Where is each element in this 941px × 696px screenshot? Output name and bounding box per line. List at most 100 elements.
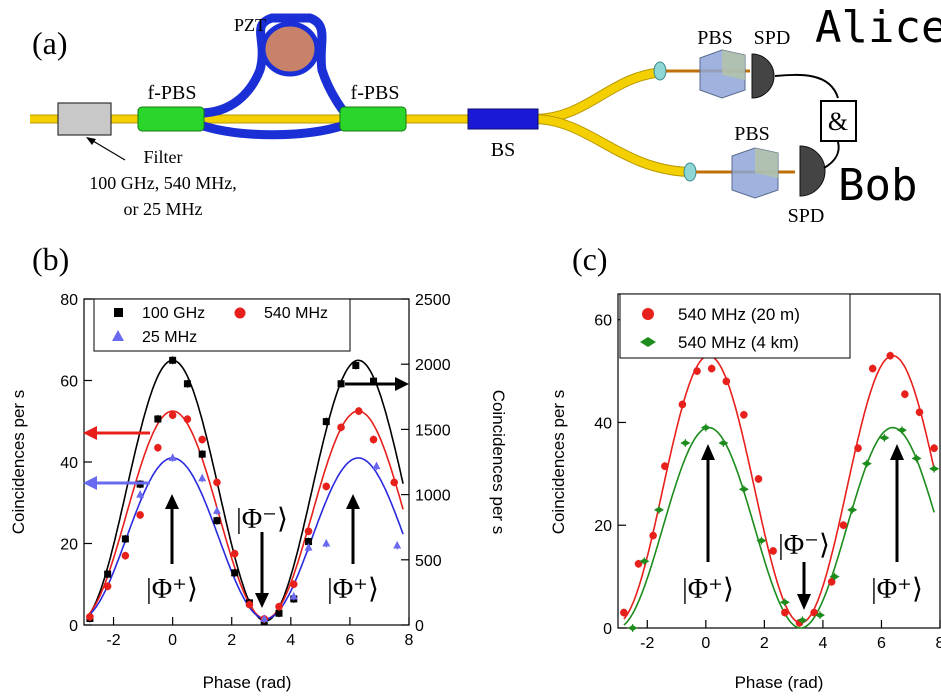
data-point-540-mhz-4-km- [847,506,858,513]
data-point-25-mhz [198,473,207,482]
data-point-100-ghz [337,380,345,388]
label-phi-minus-b: |Φ⁻⟩ [236,504,288,535]
x-tick-label: 0 [168,632,177,649]
data-point-540-mhz [183,415,192,424]
y-tick-label: 60 [594,313,612,330]
data-point-25-mhz [212,506,221,514]
fpbs-right [339,106,407,132]
chart-c-fit-curves [623,354,935,629]
data-point-100-ghz [198,450,206,458]
legend-label-540mhz: 540 MHz [264,305,328,322]
schematic-panel: (a) Filter 100 GHz, 540 MHz, or 25 MHz P… [30,2,941,227]
bob-lens-icon [683,162,697,182]
data-point-540-mhz-20-m- [769,547,777,555]
y-right-tick-label: 1500 [415,422,451,439]
y-tick-label: 20 [594,518,612,535]
data-point-540-mhz-4-km- [814,612,825,619]
legend-label-25mhz: 25 MHz [142,329,197,346]
data-point-540-mhz [154,443,162,452]
label-phi-plus-right-b: |Φ⁺⟩ [327,574,379,605]
interferometer-upper-arm [199,13,349,118]
alice-spd-detector-icon [751,53,775,99]
data-point-100-ghz [370,377,378,385]
data-point-540-mhz [289,580,298,589]
data-point-540-mhz [213,478,221,487]
data-point-25-mhz [168,453,177,461]
legend-marker-4km [640,337,656,347]
data-point-540-mhz-20-m- [839,521,848,530]
chart-c-data-points [620,351,940,632]
x-tick-label: 4 [286,632,295,649]
filter-label-line2: 100 GHz, 540 MHz, [89,173,236,193]
y-tick-label: 0 [603,621,612,638]
data-point-540-mhz-4-km- [653,506,664,513]
chart-b-data-points [86,356,402,626]
fit-curve-540-mhz-20-m- [623,354,935,624]
y-right-tick-label: 0 [415,618,424,635]
x-tick-label: 8 [936,635,941,652]
bs-label: BS [491,139,515,161]
data-point-25-mhz [322,539,331,547]
data-point-540-mhz [168,411,177,419]
data-point-540-mhz-4-km- [718,440,729,447]
data-point-540-mhz-4-km- [911,455,922,462]
y-tick-label: 60 [60,374,78,391]
data-point-100-ghz [322,418,330,426]
chart-c-ylabel: Coincidences per s [549,390,568,535]
data-point-540-mhz-4-km- [700,424,711,431]
data-point-540-mhz-20-m- [827,577,836,586]
data-point-540-mhz [354,407,363,415]
interferometer-lower-arm [198,120,347,140]
alice-pbs-label: PBS [697,27,733,49]
label-phi-plus-right-c: |Φ⁺⟩ [871,574,923,605]
data-point-540-mhz [304,527,313,536]
fit-curve-100-ghz [89,359,404,622]
data-point-540-mhz [86,613,94,621]
data-point-540-mhz-4-km- [797,617,808,624]
data-point-540-mhz-4-km- [627,625,638,631]
data-point-540-mhz-4-km- [639,558,650,565]
data-point-100-ghz [305,538,313,546]
x-tick-label: -2 [106,632,120,649]
beam-splitter [467,108,539,130]
y-right-tick-label: 2000 [415,357,451,374]
data-point-25-mhz [304,543,313,551]
bob-pbs-label: PBS [734,123,770,145]
data-point-540-mhz-20-m- [707,364,716,373]
data-point-540-mhz-20-m- [693,367,701,375]
panel-label-c: (c) [572,241,608,277]
y-right-tick-label: 500 [415,553,442,570]
data-point-100-ghz [352,362,360,370]
data-point-540-mhz-4-km- [680,440,691,447]
data-point-540-mhz-20-m- [781,608,789,617]
bob-spd-label: SPD [788,205,825,227]
legend-marker-100ghz [114,308,123,317]
chart-b: (b) -2 0 2 4 6 802040608005001000150020002500… [9,241,508,692]
x-tick-label: 2 [227,632,236,649]
data-point-540-mhz-4-km- [756,537,767,544]
data-point-25-mhz [136,490,145,498]
x-tick-label: 6 [345,632,354,649]
panel-label-a: (a) [32,25,68,61]
chart-c-legend-box [619,293,851,359]
filter-box [57,102,112,136]
data-point-540-mhz [230,549,239,558]
data-point-540-mhz [322,482,331,491]
x-tick-label: 0 [701,635,710,652]
fpbs-left-label: f-PBS [148,82,197,104]
data-point-540-mhz-4-km- [738,486,749,493]
alice-spd-label: SPD [754,27,791,49]
bob-label: Bob [838,160,917,211]
data-point-540-mhz [369,435,378,444]
bob-detector-cable [823,141,840,169]
data-point-540-mhz-20-m- [930,444,938,452]
data-point-540-mhz [245,600,254,609]
data-point-100-ghz [275,609,283,617]
x-tick-label: 4 [818,635,827,652]
data-point-540-mhz [390,478,399,487]
filter-label-line1: Filter [144,147,183,167]
label-phi-plus-left-c: |Φ⁺⟩ [682,574,734,605]
chart-c: (c) -2 0 2 4 6 8 0 20 40 60 Phase (rad) Coinciden… [549,241,941,692]
